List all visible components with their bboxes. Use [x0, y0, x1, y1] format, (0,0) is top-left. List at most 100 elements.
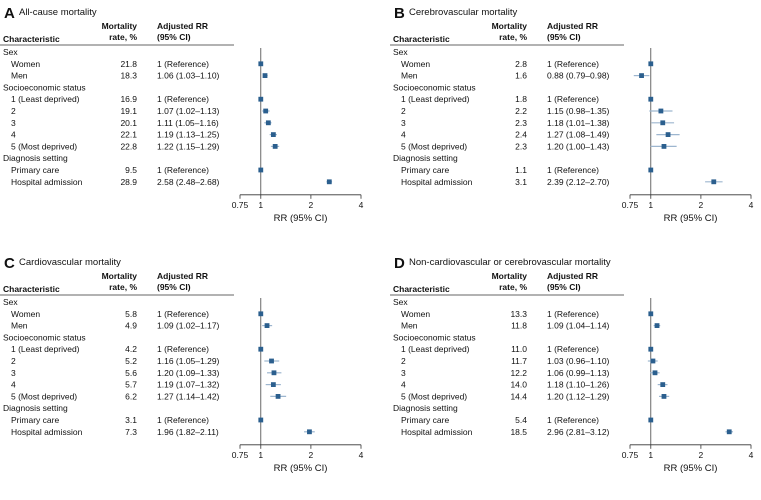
row-rate: 4.9: [125, 321, 137, 331]
row-rr: 1.09 (1.02–1.17): [157, 321, 220, 331]
row-rate: 2.3: [515, 141, 527, 151]
row-label: Men: [11, 71, 28, 81]
panel-letter: A: [4, 5, 15, 22]
point-estimate: [661, 144, 667, 149]
row-label: Hospital admission: [401, 177, 473, 187]
row-rr: 1 (Reference): [547, 344, 599, 354]
row-label: 3: [401, 118, 406, 128]
x-tick-label: 2: [699, 200, 704, 210]
group-label: Socioeconomic status: [3, 332, 86, 342]
row-rr: 1.16 (1.05–1.29): [157, 356, 220, 366]
x-tick-label: 2: [309, 450, 314, 460]
row-label: Women: [11, 59, 40, 69]
row-rate: 22.1: [120, 130, 137, 140]
x-tick-label: 1: [258, 200, 263, 210]
panel-title: Cardiovascular mortality: [19, 257, 121, 268]
header-rr: Adjusted RR: [157, 21, 208, 31]
row-rr: 1.19 (1.07–1.32): [157, 380, 220, 390]
group-label: Diagnosis setting: [3, 403, 68, 413]
x-tick-label: 4: [359, 450, 364, 460]
row-rr: 1 (Reference): [157, 59, 209, 69]
header-rr-ci: (95% CI): [547, 282, 581, 292]
x-tick-label: 0.75: [622, 200, 639, 210]
point-estimate: [648, 311, 654, 317]
point-estimate: [258, 96, 264, 102]
header-characteristic: Characteristic: [393, 284, 450, 294]
header-rr-ci: (95% CI): [157, 282, 191, 292]
panel-c: C Cardiovascular mortality Characteristic M…: [0, 255, 364, 474]
row-rr: 1.03 (0.96–1.10): [547, 356, 610, 366]
group-label: Sex: [3, 47, 18, 57]
row-rr: 1 (Reference): [547, 165, 599, 175]
point-estimate: [660, 382, 666, 387]
x-axis-label: RR (95% CI): [664, 213, 718, 224]
row-rr: 1.09 (1.04–1.14): [547, 321, 610, 331]
group-label: Socioeconomic status: [393, 82, 476, 92]
row-rr: 1 (Reference): [157, 309, 209, 319]
point-estimate: [652, 370, 658, 376]
row-rate: 16.9: [120, 94, 137, 104]
point-estimate: [711, 179, 717, 185]
row-rate: 3.1: [125, 415, 137, 425]
row-label: Primary care: [11, 165, 59, 175]
row-label: 3: [11, 368, 16, 378]
row-rr: 1.96 (1.82–2.11): [157, 427, 219, 437]
row-rate: 9.5: [125, 165, 137, 175]
point-estimate: [326, 179, 332, 185]
panel-b: B Cerebrovascular mortality Characteristic…: [390, 5, 754, 224]
row-rate: 3.1: [515, 177, 527, 187]
row-rr: 1.18 (1.01–1.38): [547, 118, 610, 128]
row-rr: 2.39 (2.12–2.70): [547, 177, 610, 187]
row-label: Primary care: [11, 415, 59, 425]
row-label: 1 (Least deprived): [401, 94, 470, 104]
row-rr: 1 (Reference): [547, 415, 599, 425]
point-estimate: [265, 120, 271, 126]
row-label: Women: [11, 309, 40, 319]
group-label: Diagnosis setting: [393, 153, 458, 163]
row-rr: 1.20 (1.12–1.29): [547, 391, 610, 401]
row-label: 1 (Least deprived): [11, 344, 80, 354]
row-label: Men: [11, 321, 28, 331]
row-rate: 2.3: [515, 118, 527, 128]
row-rate: 5.7: [125, 380, 137, 390]
header-rate: Mortality: [102, 21, 138, 31]
row-label: 3: [401, 368, 406, 378]
row-label: 5 (Most deprived): [401, 141, 467, 151]
row-rate: 14.4: [510, 391, 527, 401]
point-estimate: [271, 370, 277, 376]
row-rr: 1.07 (1.02–1.13): [157, 106, 220, 116]
row-rate: 12.2: [510, 368, 527, 378]
point-estimate: [270, 382, 276, 387]
point-estimate: [269, 358, 274, 364]
row-rate: 5.6: [125, 368, 137, 378]
row-rate: 5.8: [125, 309, 137, 319]
row-rate: 1.1: [515, 165, 527, 175]
point-estimate: [648, 61, 654, 67]
panel-title: Cerebrovascular mortality: [409, 7, 517, 18]
panel-d: D Non-cardiovascular or cerebrovascular m…: [390, 255, 754, 474]
panel-letter: B: [394, 5, 405, 22]
point-estimate: [648, 167, 654, 173]
row-label: 2: [401, 356, 406, 366]
x-tick-label: 1: [648, 450, 653, 460]
header-characteristic: Characteristic: [393, 34, 450, 44]
row-label: Hospital admission: [11, 427, 83, 437]
panel-letter: C: [4, 255, 15, 272]
row-rate: 2.8: [515, 59, 527, 69]
row-rr: 1.19 (1.13–1.25): [157, 130, 220, 140]
row-rr: 2.58 (2.48–2.68): [157, 177, 220, 187]
group-label: Socioeconomic status: [393, 332, 476, 342]
row-rate: 18.5: [510, 427, 527, 437]
point-estimate: [639, 73, 644, 78]
point-estimate: [258, 346, 264, 352]
row-rr: 1 (Reference): [547, 309, 599, 319]
header-rr: Adjusted RR: [157, 271, 208, 281]
row-rr: 1.22 (1.15–1.29): [157, 141, 220, 151]
header-rr-ci: (95% CI): [157, 32, 191, 42]
row-label: 4: [11, 130, 16, 140]
row-label: 5 (Most deprived): [11, 391, 77, 401]
group-label: Diagnosis setting: [3, 153, 68, 163]
row-rr: 1.06 (1.03–1.10): [157, 71, 220, 81]
point-estimate: [648, 417, 654, 423]
header-rate: Mortality: [102, 271, 138, 281]
